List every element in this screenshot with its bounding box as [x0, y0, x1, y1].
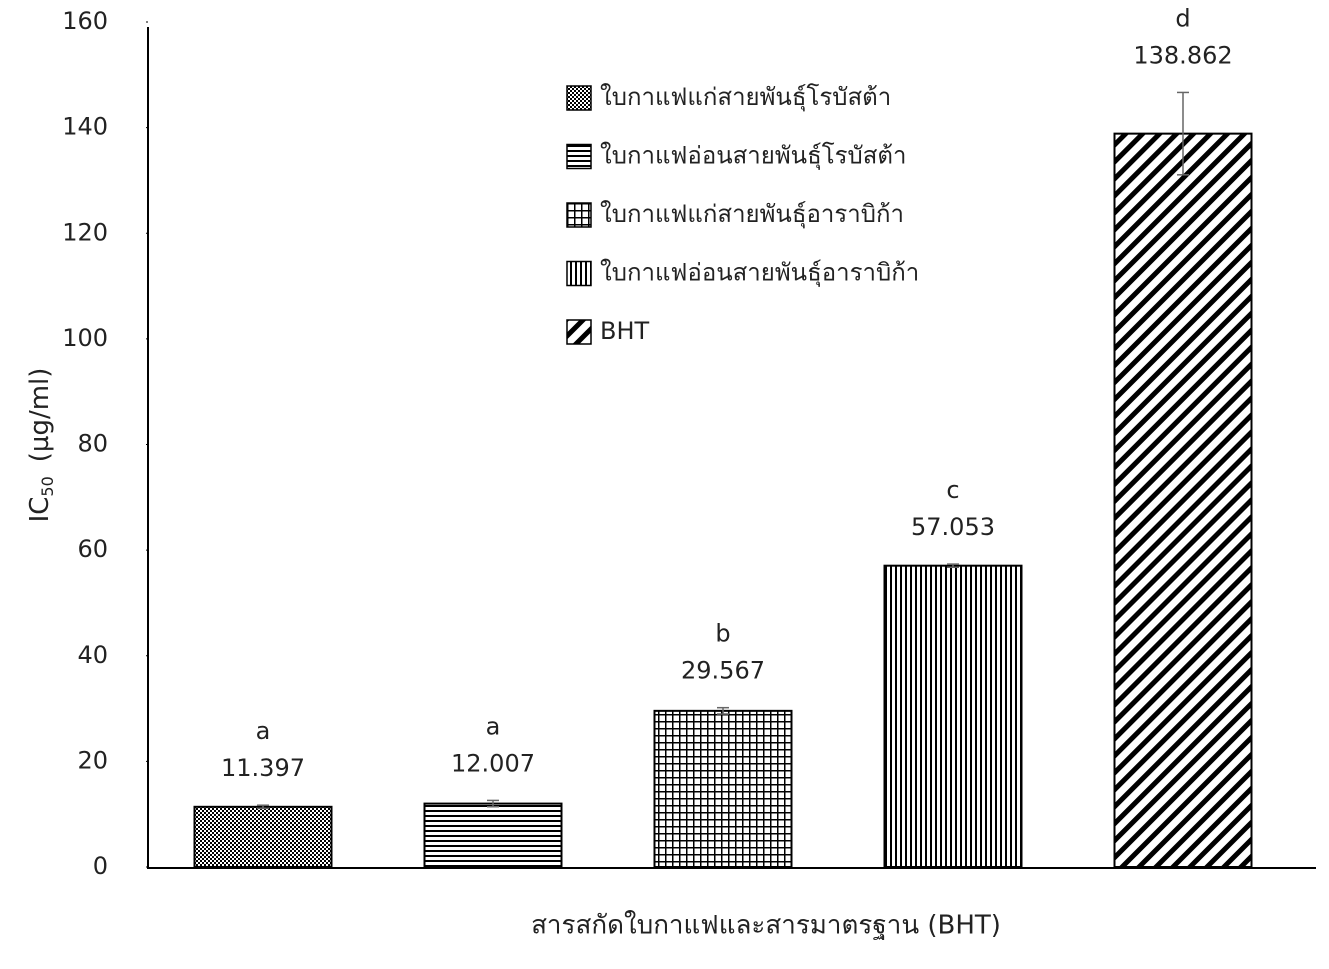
y-tick-label: 40 — [77, 641, 108, 669]
y-tick-label: 80 — [77, 430, 108, 458]
y-tick-label: 20 — [77, 746, 108, 774]
value-label: 11.397 — [221, 754, 305, 782]
y-title-main: IC — [25, 497, 55, 523]
y-axis-title: IC50 (µg/ml) — [25, 368, 57, 523]
bar — [193, 805, 333, 868]
bar — [883, 564, 1023, 868]
legend-label: ใบกาแฟอ่อนสายพันธุ์โรบัสต้า — [600, 142, 906, 171]
y-tick-label: 160 — [62, 7, 108, 35]
bar — [423, 802, 563, 868]
y-tick-label: 120 — [62, 218, 108, 246]
y-tick-label: 140 — [62, 113, 108, 141]
legend-swatch — [566, 202, 592, 228]
group-letter: c — [946, 476, 959, 504]
legend-swatch — [566, 319, 592, 345]
bar — [1113, 132, 1253, 868]
legend-swatch — [566, 143, 592, 170]
value-label: 57.053 — [911, 513, 995, 541]
legend-label: ใบกาแฟแก่สายพันธุ์อาราบิก้า — [600, 200, 904, 229]
legend-swatch — [566, 85, 592, 111]
y-tick-label: 0 — [93, 852, 108, 880]
x-axis-title: สารสกัดใบกาแฟและสารมาตรฐาน (BHT) — [531, 911, 1001, 941]
legend-label: BHT — [600, 317, 650, 345]
group-letter: a — [256, 717, 271, 745]
value-label: 29.567 — [681, 657, 765, 685]
group-letter: a — [486, 712, 501, 740]
bar — [653, 709, 793, 869]
group-letter: d — [1175, 4, 1190, 32]
y-title-sub: 50 — [38, 476, 57, 496]
legend-label: ใบกาแฟอ่อนสายพันธุ์อาราบิก้า — [600, 259, 919, 288]
y-tick-label: 100 — [62, 324, 108, 352]
group-letter: b — [715, 620, 730, 648]
y-title-unit: (µg/ml) — [25, 368, 55, 463]
legend-label: ใบกาแฟแก่สายพันธุ์โรบัสต้า — [600, 83, 891, 112]
legend-swatch — [566, 260, 592, 287]
value-label: 12.007 — [451, 749, 535, 777]
value-label: 138.862 — [1133, 41, 1232, 69]
y-tick-label: 60 — [77, 535, 108, 563]
